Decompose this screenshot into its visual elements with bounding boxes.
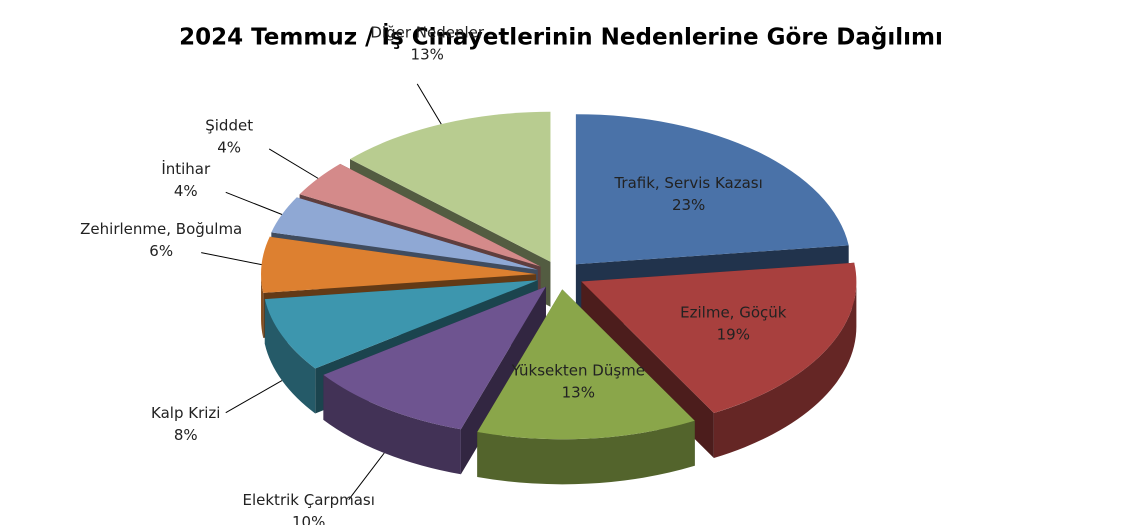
slice <box>323 286 546 430</box>
slice-wall <box>323 374 461 475</box>
slice-value-label: 19% <box>717 325 750 343</box>
slice-value-label: 13% <box>411 45 444 63</box>
slice-value-label: 4% <box>217 138 241 156</box>
slice-label: Yüksekten Düşme <box>511 361 645 379</box>
slice <box>261 236 537 293</box>
slice-value-label: 10% <box>292 513 325 525</box>
slice-group <box>581 262 857 458</box>
slice-value-label: 8% <box>174 426 198 444</box>
slice-label: Diğer Nedenler <box>370 23 485 41</box>
slice-value-label: 6% <box>149 242 173 260</box>
leader-line <box>201 252 262 266</box>
leader-line <box>348 452 385 501</box>
slice <box>581 262 857 413</box>
slice-label: Şiddet <box>205 116 253 134</box>
slice-group <box>477 289 695 485</box>
leader-line <box>225 380 283 414</box>
slice <box>271 197 538 270</box>
slice <box>299 163 541 267</box>
slice-wall <box>477 420 695 485</box>
slice-value-label: 13% <box>562 383 595 401</box>
slice <box>350 111 551 262</box>
slice <box>575 114 849 265</box>
slice-value-label: 4% <box>174 182 198 200</box>
leader-line <box>268 148 319 179</box>
slice <box>477 289 695 440</box>
leader-line <box>225 191 283 215</box>
slice-label: Zehirlenme, Boğulma <box>80 220 242 238</box>
slice-label: Kalp Krizi <box>151 404 220 422</box>
slice-label: Elektrik Çarpması <box>243 491 375 509</box>
slice-label: Ezilme, Göçük <box>680 303 787 321</box>
slice-value-label: 23% <box>672 196 705 214</box>
slice-label: İntihar <box>161 159 211 178</box>
slice <box>264 280 538 369</box>
slice-wall <box>713 281 857 458</box>
slice-wall <box>264 299 316 414</box>
slice-label: Trafik, Servis Kazası <box>613 174 762 192</box>
slice-wall <box>261 274 264 338</box>
chart-title: 2024 Temmuz / İş Cinayetlerinin Nedenler… <box>179 23 943 51</box>
leader-line <box>416 83 442 125</box>
